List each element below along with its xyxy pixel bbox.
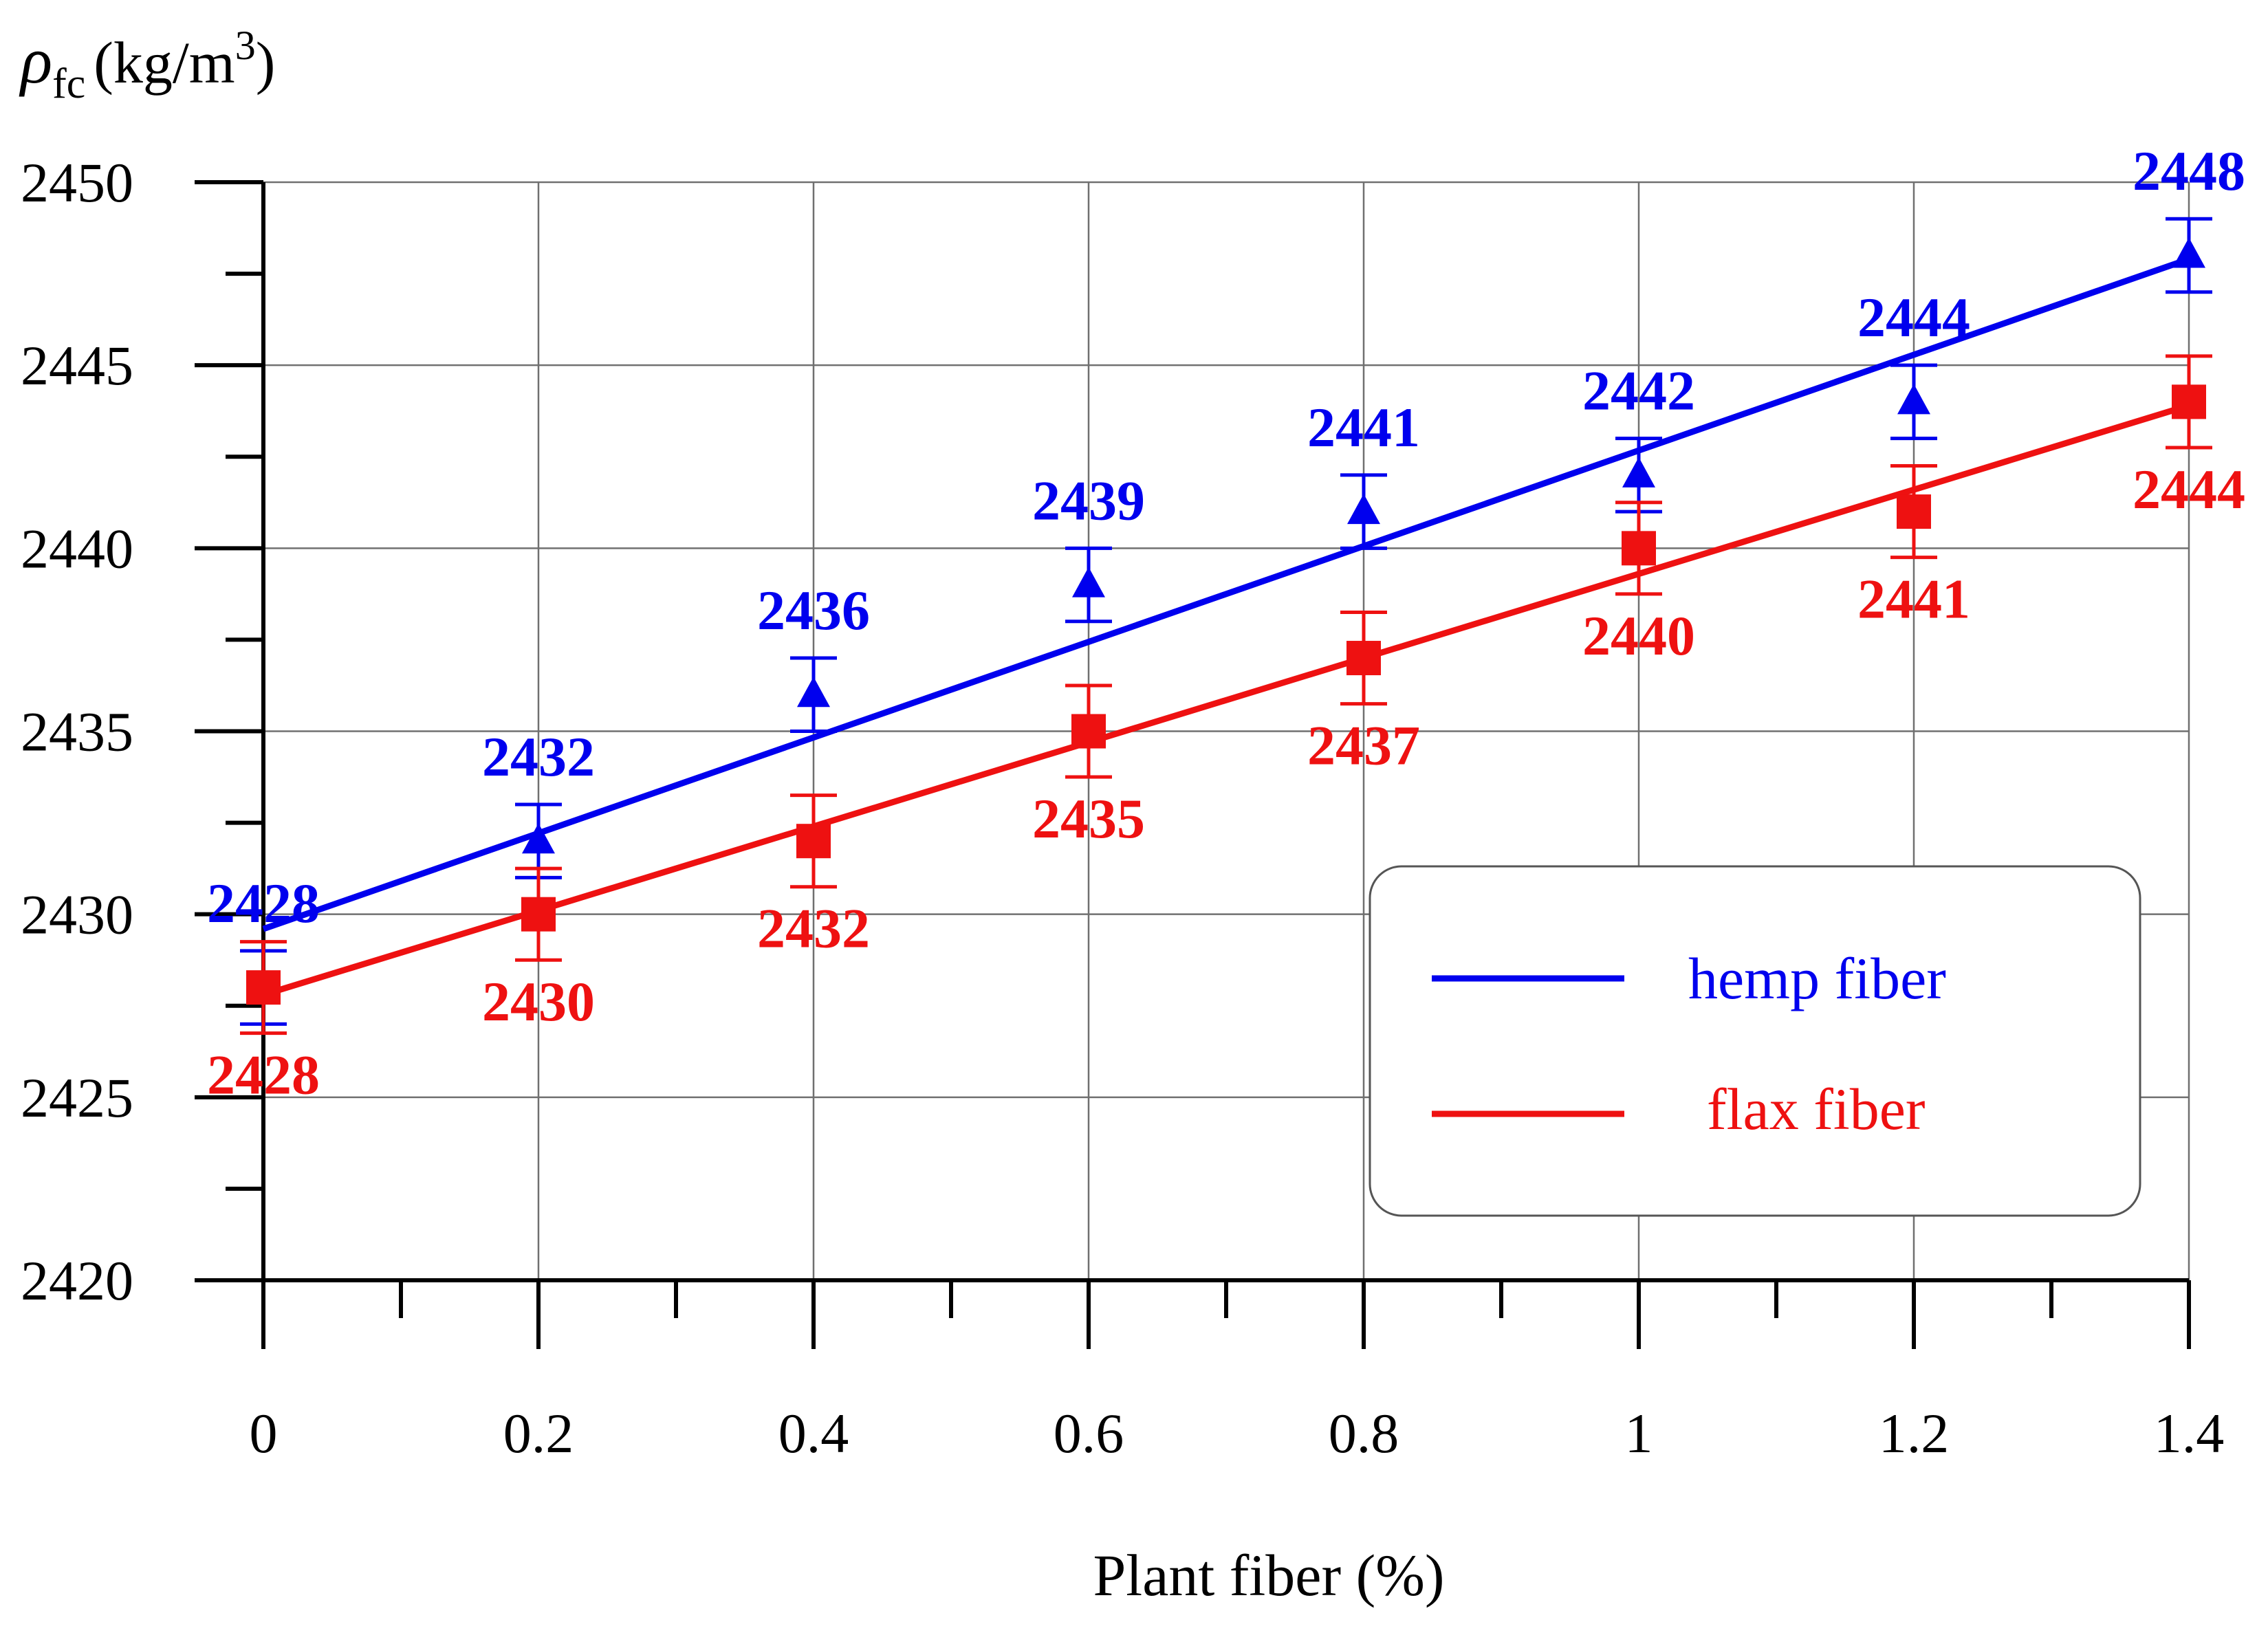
x-tick-label: 1.4 xyxy=(2154,1402,2225,1465)
axes xyxy=(195,180,2191,1349)
point-flax xyxy=(521,897,556,932)
x-tick-label: 0.6 xyxy=(1054,1402,1124,1465)
legend: hemp fiber flax fiber xyxy=(1369,865,2141,1217)
data-label-hemp: 2442 xyxy=(1582,360,1695,422)
point-flax xyxy=(1897,494,1931,529)
x-tick-label: 0.8 xyxy=(1329,1402,1399,1465)
y-tick-label: 2430 xyxy=(21,884,133,946)
point-hemp xyxy=(522,823,555,854)
x-tick-label: 1.2 xyxy=(1879,1402,1950,1465)
data-label-hemp: 2439 xyxy=(1032,469,1145,531)
legend-label-flax: flax fiber xyxy=(1707,1076,1926,1142)
y-axis-unit-prefix: (kg/m xyxy=(94,30,235,96)
point-hemp xyxy=(1622,457,1655,487)
data-label-flax: 2432 xyxy=(757,897,870,960)
point-flax xyxy=(2172,384,2206,419)
y-axis-subscript: fc xyxy=(52,61,85,107)
series-flax: 2428 2430 2432 2435 2437 2440 2441 2444 xyxy=(207,354,2245,1106)
data-label-hemp: 2448 xyxy=(2133,140,2245,202)
point-flax xyxy=(1346,641,1381,676)
y-tick-label: 2425 xyxy=(21,1066,133,1129)
y-axis-symbol: ρ xyxy=(19,23,52,97)
data-label-hemp: 2436 xyxy=(757,579,870,642)
legend-box xyxy=(1369,865,2141,1217)
data-label-hemp: 2428 xyxy=(207,872,320,934)
data-label-flax: 2441 xyxy=(1857,568,1970,631)
y-axis-unit-suffix: ) xyxy=(256,30,276,96)
point-flax xyxy=(796,824,831,859)
point-hemp xyxy=(1072,567,1105,598)
point-flax xyxy=(246,970,281,1005)
trendline-flax xyxy=(262,402,2190,998)
point-flax xyxy=(1071,714,1106,749)
y-tick-label: 2445 xyxy=(21,334,133,397)
data-label-flax: 2444 xyxy=(2133,458,2245,520)
x-tick-label: 0.2 xyxy=(503,1402,574,1465)
data-label-flax: 2428 xyxy=(207,1044,320,1106)
data-label-flax: 2440 xyxy=(1582,604,1695,667)
series-layer: 2428 2432 2436 2439 2441 2442 2444 2448 2428 2430… xyxy=(207,140,2245,1106)
point-flax xyxy=(1622,531,1656,566)
trendline-hemp xyxy=(262,256,2190,932)
data-label-flax: 2435 xyxy=(1032,787,1145,850)
data-label-flax: 2430 xyxy=(482,970,595,1033)
data-label-flax: 2437 xyxy=(1307,714,1420,777)
data-label-hemp: 2441 xyxy=(1307,396,1420,459)
point-hemp xyxy=(2172,237,2205,268)
x-tick-label: 1 xyxy=(1625,1402,1653,1465)
y-axis-title: ρfc (kg/m3) xyxy=(19,23,275,107)
x-tick-label: 0.4 xyxy=(778,1402,849,1465)
point-hemp xyxy=(1897,384,1930,415)
y-axis-unit-power: 3 xyxy=(235,23,256,68)
series-hemp: 2428 2432 2436 2439 2441 2442 2444 2448 xyxy=(207,140,2245,1026)
x-tick-label: 0 xyxy=(250,1402,278,1465)
y-tick-label: 2450 xyxy=(21,151,133,214)
y-tick-label: 2420 xyxy=(21,1249,133,1312)
legend-label-hemp: hemp fiber xyxy=(1688,945,1946,1011)
x-axis-title: Plant fiber (%) xyxy=(1093,1542,1444,1608)
data-label-hemp: 2432 xyxy=(482,725,595,788)
data-label-hemp: 2444 xyxy=(1857,286,1970,349)
point-hemp xyxy=(1347,494,1380,525)
point-hemp xyxy=(797,677,830,708)
y-tick-label: 2440 xyxy=(21,517,133,580)
tick-labels: 2420 2425 2430 2435 2440 2445 2450 0 0.2 0.4 0.6 0.… xyxy=(21,151,2224,1465)
y-tick-label: 2435 xyxy=(21,701,133,763)
